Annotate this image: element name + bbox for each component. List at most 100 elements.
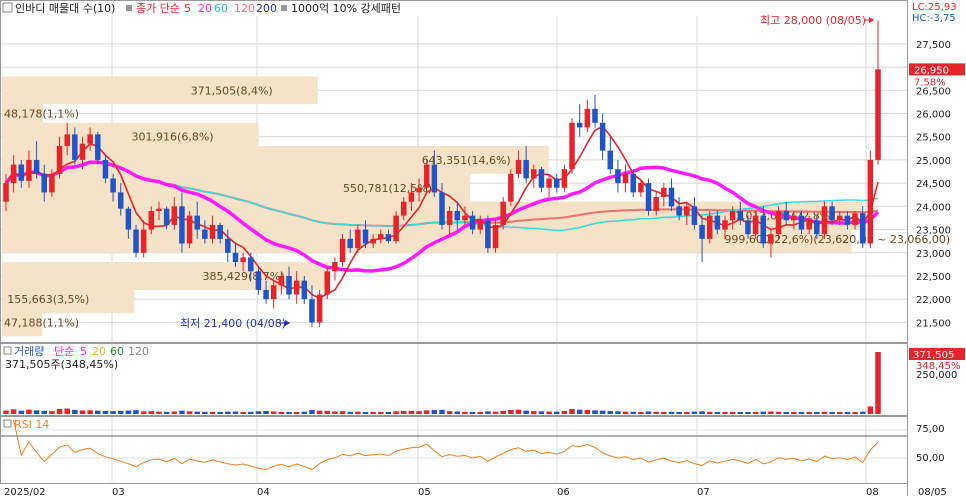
volume-bar: [584, 409, 591, 414]
volume-bar: [653, 411, 659, 414]
ma120-legend: 120: [234, 2, 255, 15]
volume-bar: [546, 411, 552, 414]
volume-bar: [95, 410, 101, 414]
rsi-path: [13, 419, 879, 471]
volume-bar: [791, 412, 797, 414]
candle-body: [362, 229, 369, 244]
candle-body: [867, 159, 874, 244]
volume-checkbox[interactable]: [3, 346, 12, 355]
candle-body: [286, 275, 292, 295]
volume-profile-bar: [2, 99, 43, 128]
ma-legend-bullet: [126, 5, 132, 11]
volume-bar: [431, 409, 438, 414]
candle-body: [431, 164, 438, 193]
volume-bar: [668, 411, 675, 414]
volume-bar: [393, 411, 399, 414]
volume-current: 371,505주(348,45%): [5, 358, 118, 371]
candle-body: [163, 208, 170, 225]
candle-body: [523, 159, 529, 179]
volume-bar: [561, 410, 568, 414]
volume-bar: [278, 411, 285, 414]
settings-checkbox[interactable]: [2, 2, 13, 13]
candle-body: [423, 164, 430, 188]
volume-bar: [202, 411, 208, 414]
volume-bar: [454, 411, 461, 414]
candle-body: [26, 159, 32, 181]
rsi-checkbox[interactable]: [3, 419, 12, 428]
volume-profile-label: 999,600(22,6%)(23,620,00 ~ 23,066,00): [724, 233, 950, 246]
candle-body: [607, 150, 614, 170]
candle-body: [515, 159, 522, 174]
volume-profile-label: 550,781(12,5%): [343, 182, 432, 195]
volume-bar: [508, 409, 514, 414]
candle-body: [194, 215, 200, 230]
volume-bar: [553, 411, 560, 414]
candle-body: [79, 143, 86, 160]
price-tick-label: 21,500: [916, 318, 951, 329]
candle-body: [653, 197, 659, 211]
volume-bar: [638, 411, 644, 414]
volume-profile-label: 301,916(6,8%): [132, 131, 214, 144]
candle-body: [33, 159, 40, 174]
vma5-legend: 5: [80, 345, 87, 358]
volume-bar: [163, 411, 170, 414]
price-tick-label: 22,500: [916, 272, 951, 283]
candle-body: [706, 215, 713, 239]
candle-body: [745, 220, 751, 235]
low-arrowhead: [285, 320, 290, 326]
ma20-line: [4, 160, 880, 273]
volume-bar: [844, 412, 851, 414]
candle-body: [676, 206, 682, 216]
volume-profile-bar: [2, 146, 549, 174]
volume-axis: 371,505 348,45% 250,000: [909, 348, 965, 381]
x-label-08: 08: [866, 487, 879, 496]
candle-body: [148, 210, 155, 230]
volume-ma-label: 단순: [54, 345, 74, 358]
high-annotation: 최고 28,000 (08/05): [760, 14, 874, 27]
volume-bar: [72, 409, 78, 414]
volume-bar: [599, 410, 606, 414]
candle-body: [569, 122, 575, 170]
vma120-legend: 120: [128, 345, 149, 358]
current-change: 7.58%: [914, 77, 946, 88]
rsi-line: [13, 419, 879, 471]
volume-bar: [729, 411, 736, 414]
volume-bar: [439, 409, 445, 414]
candle-body: [722, 220, 728, 230]
x-label-06: 06: [557, 487, 570, 496]
volume-bar: [339, 411, 346, 414]
volume-bar: [148, 411, 155, 414]
volume-bar: [248, 411, 254, 414]
volume-bar: [171, 411, 178, 414]
candle-body: [699, 224, 705, 239]
volume-bar: [33, 410, 40, 414]
volume-bar: [10, 409, 17, 414]
volume-bar: [485, 411, 491, 414]
volume-bar: [26, 409, 32, 414]
volume-bar: [760, 411, 767, 414]
x-label-05: 05: [418, 487, 431, 496]
candle-body: [837, 215, 843, 221]
volume-bar: [18, 410, 25, 414]
candle-body: [332, 262, 338, 272]
volume-profile-bar: [2, 308, 43, 337]
candle-body: [622, 173, 629, 184]
candle-body: [775, 210, 782, 235]
candle-body: [309, 299, 315, 323]
volume-bar: [867, 406, 874, 414]
candle-body: [691, 206, 698, 225]
candle-body: [3, 183, 9, 202]
volume-bar: [829, 412, 835, 414]
volume-bar: [630, 411, 636, 414]
volume-bar: [607, 410, 614, 414]
volume-bar: [270, 411, 277, 414]
volume-bar: [286, 412, 292, 414]
ma20-legend: 20: [198, 2, 212, 15]
candle-body: [729, 210, 736, 221]
rsi-legend: RSI 14: [3, 418, 49, 431]
volume-profile-label: 385,429(8,7%): [203, 270, 285, 283]
candle-body: [87, 134, 93, 144]
candle-body: [875, 69, 881, 160]
volume-bar: [859, 411, 866, 414]
volume-bar: [316, 410, 323, 414]
